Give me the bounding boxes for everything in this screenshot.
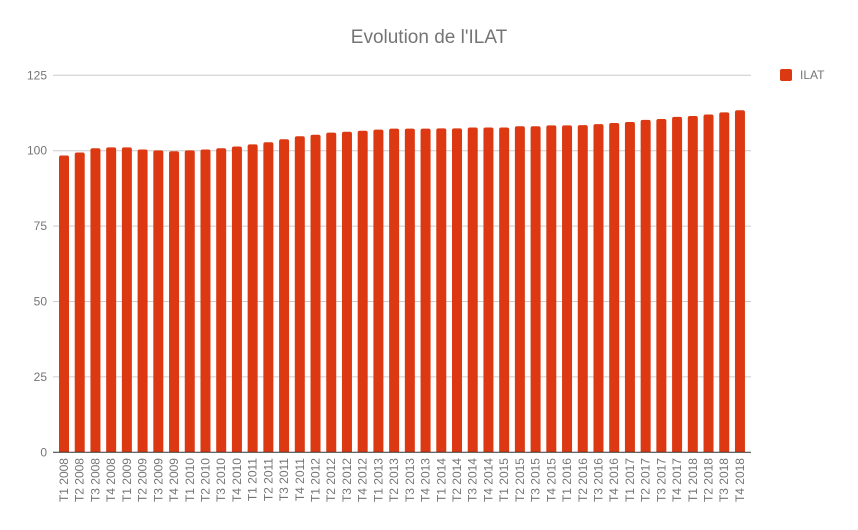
bar[interactable]	[687, 116, 698, 453]
y-tick-label: 0	[40, 445, 47, 459]
x-tick-label: T2 2012	[324, 458, 338, 502]
y-tick-label: 75	[34, 219, 48, 233]
x-tick-label: T1 2014	[434, 458, 448, 502]
bar[interactable]	[247, 144, 258, 453]
bar[interactable]	[593, 124, 604, 453]
bar[interactable]	[263, 142, 274, 453]
x-tick-label: T1 2008	[57, 458, 71, 502]
legend-swatch-ilat	[780, 69, 792, 81]
x-tick-label: T4 2018	[733, 458, 747, 502]
x-tick-label: T2 2018	[702, 458, 716, 502]
x-tick-label: T1 2015	[497, 458, 511, 502]
x-tick-label: T3 2010	[214, 458, 228, 502]
bar[interactable]	[436, 128, 447, 453]
bar[interactable]	[74, 152, 85, 453]
x-tick-label: T4 2017	[670, 458, 684, 502]
x-tick-label: T4 2009	[167, 458, 181, 502]
x-tick-label: T3 2016	[591, 458, 605, 502]
bar[interactable]	[577, 125, 588, 453]
x-tick-label: T2 2011	[261, 458, 275, 501]
x-tick-label: T3 2011	[277, 458, 291, 501]
bar[interactable]	[499, 127, 510, 453]
bar[interactable]	[216, 148, 227, 453]
x-tick-label: T2 2014	[450, 458, 464, 502]
x-tick-label: T1 2012	[309, 458, 323, 502]
x-tick-label: T3 2013	[403, 458, 417, 502]
x-tick-label: T3 2017	[654, 458, 668, 502]
x-tick-label: T1 2018	[686, 458, 700, 502]
bar[interactable]	[373, 129, 384, 453]
x-tick-label: T4 2014	[481, 458, 495, 502]
y-tick-label: 100	[27, 144, 47, 158]
bar[interactable]	[672, 116, 683, 453]
x-tick-label: T3 2012	[340, 458, 354, 502]
bar[interactable]	[279, 139, 290, 453]
y-tick-label: 25	[34, 370, 48, 384]
y-tick-label: 125	[27, 68, 47, 82]
bar[interactable]	[200, 149, 211, 453]
bar[interactable]	[530, 126, 541, 453]
bar[interactable]	[169, 151, 180, 453]
bar[interactable]	[624, 122, 635, 453]
legend: ILAT	[780, 68, 824, 82]
x-tick-label: T4 2011	[293, 458, 307, 501]
x-tick-label: T4 2008	[104, 458, 118, 502]
bar[interactable]	[59, 155, 69, 453]
x-tick-label: T3 2015	[529, 458, 543, 502]
bar[interactable]	[452, 128, 462, 453]
bar[interactable]	[703, 114, 714, 453]
x-tick-label: T4 2013	[419, 458, 433, 502]
bar[interactable]	[121, 147, 132, 453]
x-tick-label: T3 2009	[151, 458, 165, 502]
bar[interactable]	[90, 148, 101, 453]
x-tick-label: T2 2010	[198, 458, 212, 502]
bar[interactable]	[514, 126, 525, 453]
x-tick-label: T1 2016	[560, 458, 574, 502]
bar[interactable]	[562, 125, 573, 453]
bar[interactable]	[310, 134, 321, 453]
x-tick-label: T2 2008	[73, 458, 87, 502]
x-tick-label: T2 2017	[639, 458, 653, 502]
x-tick-label: T3 2014	[466, 458, 480, 502]
x-tick-label: T1 2010	[183, 458, 197, 502]
x-tick-label: T2 2015	[513, 458, 527, 502]
x-tick-label: T1 2009	[120, 458, 134, 502]
x-tick-label: T1 2011	[246, 458, 260, 501]
bar[interactable]	[640, 119, 651, 453]
x-tick-label: T2 2016	[576, 458, 590, 502]
x-tick-label: T3 2018	[717, 458, 731, 502]
x-tick-label: T4 2015	[544, 458, 558, 502]
bar[interactable]	[734, 110, 745, 453]
x-tick-label: T3 2008	[88, 458, 102, 502]
bar[interactable]	[106, 147, 117, 453]
bar[interactable]	[483, 127, 494, 453]
bar[interactable]	[153, 150, 164, 453]
bar[interactable]	[294, 136, 305, 453]
x-tick-label: T4 2010	[230, 458, 244, 502]
y-tick-label: 50	[34, 295, 48, 309]
bar[interactable]	[326, 132, 337, 453]
bar[interactable]	[357, 130, 368, 453]
bar[interactable]	[137, 149, 148, 453]
bar[interactable]	[656, 119, 667, 453]
x-tick-label: T1 2013	[371, 458, 385, 502]
bar[interactable]	[389, 128, 400, 453]
x-tick-label: T1 2017	[623, 458, 637, 502]
bar[interactable]	[609, 122, 620, 453]
x-tick-label: T4 2012	[356, 458, 370, 502]
x-tick-label: T2 2013	[387, 458, 401, 502]
bar[interactable]	[341, 131, 352, 453]
bar[interactable]	[184, 150, 195, 453]
chart-title: Evolution de l'ILAT	[350, 27, 508, 48]
bar[interactable]	[719, 112, 730, 453]
x-tick-label: T4 2016	[607, 458, 621, 502]
bar[interactable]	[231, 146, 242, 453]
bar[interactable]	[546, 125, 557, 453]
legend-label-ilat: ILAT	[800, 68, 825, 82]
bar[interactable]	[404, 128, 415, 453]
bar[interactable]	[420, 128, 431, 453]
x-tick-label: T2 2009	[136, 458, 150, 502]
bar[interactable]	[467, 127, 478, 453]
